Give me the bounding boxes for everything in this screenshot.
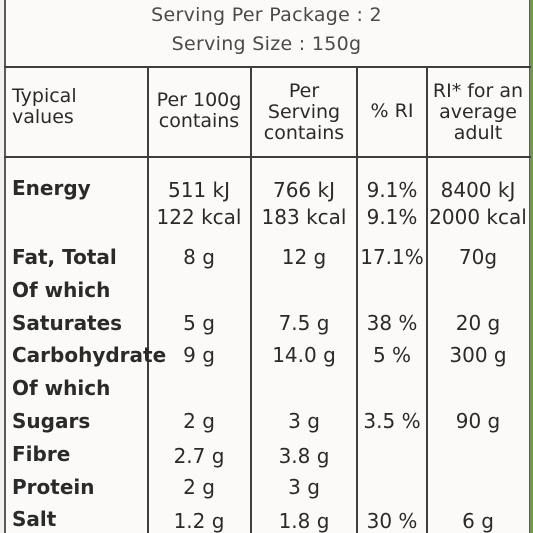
row-label-saturates: Saturates bbox=[12, 311, 123, 335]
fibre-per-serving: 3.8 g bbox=[278, 444, 330, 468]
serving-per-package: Serving Per Package : 2 bbox=[151, 4, 382, 26]
row-label-of-which: Of which bbox=[12, 278, 111, 302]
column-divider bbox=[147, 66, 149, 533]
salt-ri-adult: 6 g bbox=[462, 509, 494, 533]
carbohydrate-per-serving: 14.0 g bbox=[272, 343, 336, 367]
energy-ri-adult: 8400 kJ 2000 kcal bbox=[429, 178, 527, 229]
fat-percent-ri: 17.1% bbox=[360, 245, 424, 269]
saturates-ri-adult: 20 g bbox=[455, 311, 501, 335]
sugars-per-100g: 2 g bbox=[183, 409, 215, 433]
carbohydrate-percent-ri: 5 % bbox=[372, 343, 412, 367]
saturates-per-serving: 7.5 g bbox=[278, 311, 330, 335]
fat-per-serving: 12 g bbox=[281, 245, 327, 269]
row-label-sugars: Sugars bbox=[12, 409, 91, 433]
sugars-per-serving: 3 g bbox=[288, 409, 320, 433]
energy-per-serving: 766 kJ 183 kcal bbox=[261, 178, 347, 229]
sugars-ri-adult: 90 g bbox=[455, 409, 501, 433]
row-label-fat-total: Fat, Total bbox=[12, 245, 117, 269]
fat-ri-adult: 70g bbox=[458, 245, 498, 269]
header-ri-adult: RI* for an average adult bbox=[432, 80, 524, 144]
column-divider bbox=[426, 66, 428, 533]
nutrition-panel bbox=[4, 0, 531, 533]
row-label-energy: Energy bbox=[12, 176, 91, 200]
salt-percent-ri: 30 % bbox=[366, 509, 418, 533]
row-label-of-which: Of which bbox=[12, 376, 111, 400]
header-divider bbox=[4, 156, 531, 158]
package-edge bbox=[530, 0, 533, 533]
saturates-per-100g: 5 g bbox=[183, 311, 215, 335]
header-per-100g: Per 100g contains bbox=[156, 89, 242, 132]
salt-per-serving: 1.8 g bbox=[278, 509, 330, 533]
salt-per-100g: 1.2 g bbox=[173, 509, 225, 533]
header-per-serving: Per Serving contains bbox=[263, 80, 345, 144]
carbohydrate-per-100g: 9 g bbox=[183, 343, 215, 367]
row-label-salt: Salt bbox=[12, 507, 57, 531]
row-label-protein: Protein bbox=[12, 475, 95, 499]
energy-percent-ri: 9.1% 9.1% bbox=[366, 178, 418, 229]
carbohydrate-ri-adult: 300 g bbox=[449, 343, 507, 367]
energy-per-100g: 511 kJ 122 kcal bbox=[156, 178, 242, 229]
fibre-per-100g: 2.7 g bbox=[173, 444, 225, 468]
sugars-percent-ri: 3.5 % bbox=[363, 409, 421, 433]
column-divider bbox=[356, 66, 358, 533]
header-percent-ri: % RI bbox=[370, 100, 414, 122]
row-label-fibre: Fibre bbox=[12, 442, 71, 466]
serving-size: Serving Size : 150g bbox=[171, 33, 362, 55]
header-typical-values: Typical values bbox=[12, 85, 77, 128]
saturates-percent-ri: 38 % bbox=[366, 311, 418, 335]
column-divider bbox=[250, 66, 252, 533]
protein-per-100g: 2 g bbox=[183, 475, 215, 499]
nutrition-table bbox=[4, 66, 531, 533]
protein-per-serving: 3 g bbox=[288, 475, 320, 499]
fat-per-100g: 8 g bbox=[183, 245, 215, 269]
row-label-carbohydrate: Carbohydrate bbox=[12, 343, 167, 367]
